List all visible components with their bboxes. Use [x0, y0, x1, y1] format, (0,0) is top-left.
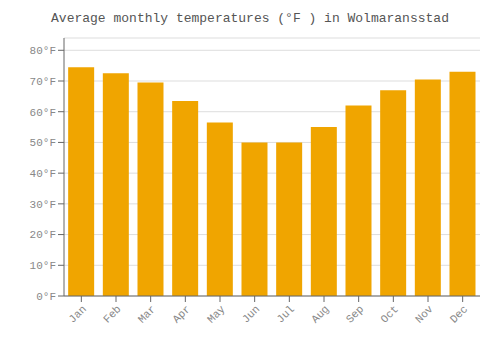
- svg-text:Aug: Aug: [309, 303, 331, 325]
- svg-text:0°F: 0°F: [36, 291, 56, 303]
- svg-text:Oct: Oct: [378, 303, 400, 325]
- svg-text:40°F: 40°F: [30, 168, 56, 180]
- svg-text:80°F: 80°F: [30, 45, 56, 57]
- svg-text:Jan: Jan: [66, 303, 88, 325]
- svg-text:Feb: Feb: [101, 303, 123, 325]
- svg-text:May: May: [205, 303, 228, 326]
- svg-text:Dec: Dec: [448, 303, 470, 325]
- svg-text:Apr: Apr: [170, 303, 192, 325]
- svg-text:Jun: Jun: [240, 303, 262, 325]
- svg-text:Jul: Jul: [274, 303, 296, 325]
- svg-text:70°F: 70°F: [30, 76, 56, 88]
- svg-text:Nov: Nov: [413, 303, 436, 326]
- svg-text:50°F: 50°F: [30, 137, 56, 149]
- svg-text:Mar: Mar: [136, 303, 158, 325]
- svg-text:60°F: 60°F: [30, 107, 56, 119]
- svg-text:20°F: 20°F: [30, 229, 56, 241]
- svg-text:Sep: Sep: [344, 303, 366, 325]
- svg-text:30°F: 30°F: [30, 199, 56, 211]
- svg-text:10°F: 10°F: [30, 260, 56, 272]
- html-text:Average monthly temperatures (: Average monthly temperatures (°F ) in Wo…: [51, 11, 449, 26]
